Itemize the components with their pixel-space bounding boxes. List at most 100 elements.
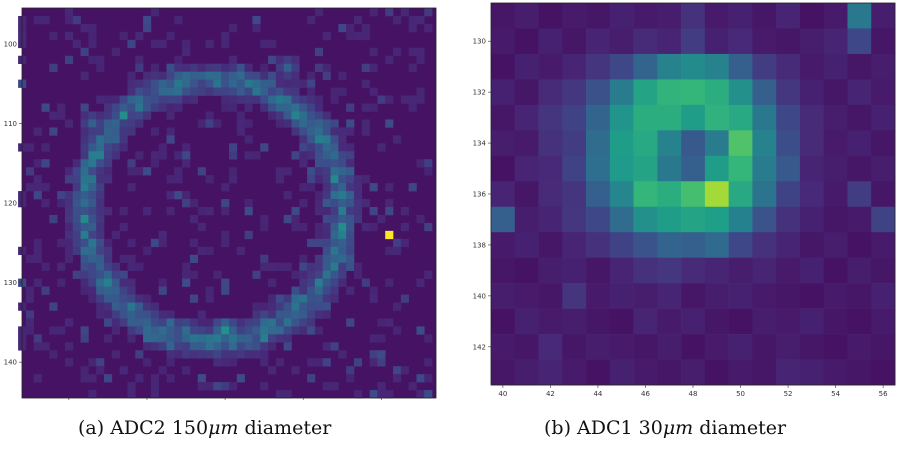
y-tick-label: 130 (4, 279, 17, 287)
heatmap-cell (104, 206, 113, 216)
heatmap-cell (166, 342, 175, 351)
heatmap-cell (150, 103, 159, 112)
y-tick-label: 120 (4, 200, 17, 208)
heatmap-cell (111, 111, 120, 120)
heatmap-cell (562, 232, 587, 258)
heatmap-cell (847, 257, 872, 284)
heatmap-cell (25, 286, 35, 295)
heatmap-cell (143, 342, 152, 351)
heatmap-cell (229, 334, 238, 343)
heatmap-cell (80, 159, 89, 168)
heatmap-cell (275, 294, 284, 303)
heatmap-cell (143, 358, 152, 367)
heatmap-cell (197, 326, 206, 335)
heatmap-cell (143, 79, 152, 88)
heatmap-cell (127, 103, 136, 112)
heatmap-cell (174, 175, 183, 184)
heatmap-cell (353, 31, 363, 41)
x-tick-label: 48 (689, 390, 698, 398)
heatmap-cell (88, 119, 97, 128)
heatmap-cell (252, 95, 261, 104)
heatmap-cell (174, 71, 183, 80)
heatmap-cell (369, 8, 378, 17)
heatmap-cell (189, 350, 199, 359)
x-tick-label: 40 (498, 390, 507, 398)
heatmap-cell (283, 87, 292, 96)
heatmap-cell (127, 167, 136, 176)
heatmap-cell (586, 206, 611, 233)
heatmap-cell (252, 151, 261, 160)
heatmap-cell (338, 270, 347, 279)
heatmap-cell (111, 151, 120, 160)
heatmap-cell (182, 262, 191, 271)
heatmap-cell (41, 286, 50, 295)
heatmap-cell (96, 246, 105, 256)
heatmap-cell (657, 104, 682, 131)
heatmap-cell (252, 270, 261, 279)
heatmap-cell (275, 55, 284, 65)
heatmap-cell (135, 111, 144, 120)
heatmap-cell (291, 270, 300, 279)
heatmap-cell (119, 135, 128, 144)
heatmap-cell (338, 151, 347, 160)
heatmap-cell (346, 151, 355, 160)
heatmap-cell (119, 270, 128, 279)
heatmap-cell (174, 318, 183, 327)
heatmap-cell (88, 262, 97, 271)
heatmap-cell (244, 79, 253, 88)
heatmap-cell (728, 104, 753, 131)
heatmap-cell (776, 130, 801, 157)
heatmap-cell (88, 278, 97, 287)
heatmap-cell (221, 230, 230, 240)
heatmap-cell (252, 71, 261, 80)
heatmap-cell (166, 127, 175, 136)
heatmap-cell (283, 71, 292, 80)
heatmap-cell (369, 358, 378, 367)
heatmap-cell (236, 63, 245, 72)
heatmap-cell (322, 31, 331, 41)
heatmap-cell (338, 191, 347, 200)
heatmap-cell (244, 334, 253, 343)
heatmap-cell (189, 95, 199, 104)
heatmap-cell (538, 79, 563, 106)
heatmap-cell (166, 135, 175, 144)
heatmap-cell (322, 135, 331, 144)
heatmap-cell (104, 270, 113, 279)
heatmap-cell (205, 119, 214, 128)
heatmap-cell (514, 3, 539, 29)
heatmap-cell (72, 39, 81, 49)
heatmap-cell (197, 222, 206, 232)
heatmap-cell (307, 95, 316, 104)
heatmap-cell (275, 175, 284, 184)
heatmap-cell (229, 326, 238, 335)
heatmap-cell (182, 318, 191, 327)
heatmap-cell (299, 143, 308, 152)
heatmap-cell (314, 167, 324, 176)
heatmap-cell (408, 23, 417, 33)
heatmap-cell (104, 254, 113, 263)
heatmap-cell (586, 155, 611, 182)
heatmap-cell (847, 232, 872, 258)
heatmap-cell (229, 71, 238, 80)
heatmap-cell (229, 95, 238, 104)
heatmap-cell (704, 334, 729, 360)
heatmap-cell (338, 135, 347, 144)
heatmap-cell (205, 318, 214, 327)
heatmap-cell (244, 63, 253, 72)
heatmap-cell (799, 79, 825, 106)
heatmap-cell (174, 191, 183, 200)
heatmap-cell (33, 127, 42, 136)
heatmap-cell (299, 286, 308, 295)
heatmap-panel-b: 4042444648505254561281301321341361381401… (455, 0, 899, 400)
heatmap-cell (64, 119, 74, 128)
heatmap-cell (127, 294, 136, 303)
heatmap-cell (393, 374, 402, 383)
heatmap-cell (377, 95, 386, 104)
heatmap-cell (174, 87, 183, 96)
heatmap-cell (369, 222, 378, 232)
heatmap-cell (307, 135, 316, 144)
heatmap-cell (307, 294, 316, 303)
heatmap-cell (127, 119, 136, 128)
heatmap-cell (25, 326, 35, 335)
heatmap-cell (609, 130, 634, 157)
